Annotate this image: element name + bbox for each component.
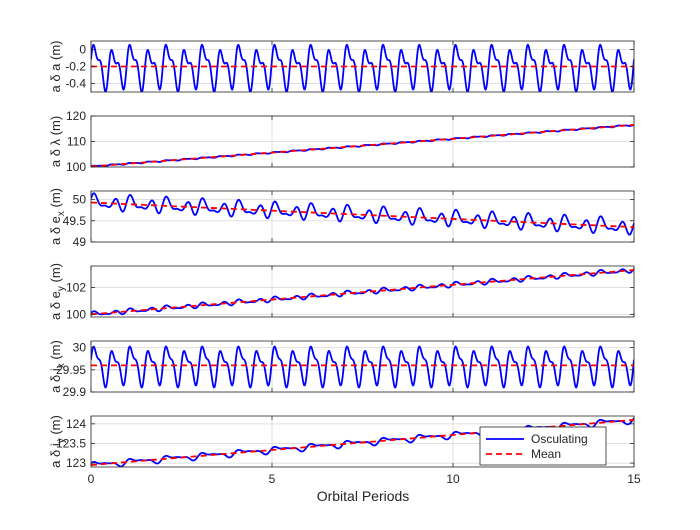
- y-axis-label-unit: (m): [48, 188, 63, 211]
- y-axis-label-a-delta-lambda: a δ λ (m): [48, 116, 63, 167]
- plot-area-a-delta-ex: [91, 191, 634, 242]
- y-axis-label-main: a δ i: [48, 443, 63, 468]
- y-axis-label-a-delta-a: a δ a (m): [48, 40, 63, 92]
- y-tick-label: 49: [73, 235, 87, 249]
- y-axis-label-main: a δ e: [48, 291, 63, 320]
- axes-box-a-delta-ix: [90, 340, 635, 393]
- y-tick-label: 123: [66, 456, 86, 470]
- y-axis-label-main: a δ λ (m): [48, 116, 63, 167]
- y-axis-label-a-delta-ey: a δ ey (m): [48, 263, 67, 320]
- axes-box-a-delta-iy: [90, 415, 635, 468]
- x-tick-label: 15: [627, 472, 641, 486]
- y-axis-label-main: a δ e: [48, 216, 63, 245]
- y-axis-label-unit: (m): [48, 263, 63, 286]
- y-tick-label: 50: [73, 193, 87, 207]
- y-axis-label-a-delta-iy: a δ iy (m): [48, 415, 67, 468]
- legend-label-osculating: Osculating: [531, 432, 588, 446]
- series-mean-a-delta-ey: [91, 269, 634, 316]
- y-tick-label: 29.9: [63, 385, 87, 399]
- y-axis-label-subscript: x: [56, 211, 67, 216]
- axes-box-a-delta-ey: [90, 265, 635, 318]
- x-axis-label: Orbital Periods: [317, 488, 410, 504]
- x-axis: 0 5 10 15: [88, 472, 641, 486]
- y-axis-label-main: a δ a (m): [48, 40, 63, 92]
- y-axis-label-main: a δ i: [48, 368, 63, 393]
- series-mean-a-delta-ex: [91, 201, 634, 229]
- axes-box-a-delta-ex: [90, 190, 635, 243]
- y-axis-label-subscript: y: [56, 438, 67, 443]
- y-tick-label: 120: [66, 109, 86, 123]
- y-tick-label: 124: [66, 417, 86, 431]
- y-axis-label-unit: (m): [48, 340, 63, 363]
- series-mean-a-delta-lambda: [91, 124, 634, 167]
- y-tick-label: 100: [66, 160, 86, 174]
- y-tick-label: 29.95: [56, 363, 86, 377]
- series-osculating-a-delta-ex: [91, 192, 634, 236]
- panel-a-delta-ix: 29.9 29.95 30 a δ ix (m): [48, 340, 635, 399]
- legend-label-mean: Mean: [531, 447, 561, 461]
- legend-box: [479, 426, 607, 466]
- y-tick-label: -0.2: [65, 60, 86, 74]
- panel-a-delta-a: 0 -0.2 -0.4a δ a (m): [48, 40, 635, 93]
- y-tick-label: 110: [67, 135, 86, 149]
- panel-a-delta-ex: 49 49.5 50 a δ ex (m): [48, 188, 635, 249]
- y-tick-label: 123.5: [56, 436, 86, 450]
- y-axis-label-subscript: x: [56, 363, 67, 368]
- y-axis-label-unit: (m): [48, 415, 63, 438]
- y-tick-label: 102: [66, 280, 86, 294]
- x-tick-label: 10: [446, 472, 460, 486]
- series-osculating-a-delta-ey: [91, 268, 634, 316]
- y-axis-label-a-delta-ex: a δ ex (m): [48, 188, 67, 245]
- series-osculating-a-delta-ix: [91, 345, 634, 389]
- x-tick-label: 0: [88, 472, 95, 486]
- y-axis-label-a-delta-ix: a δ ix (m): [48, 340, 67, 393]
- y-axis-label-subscript: y: [56, 286, 67, 291]
- y-tick-label: 49.5: [63, 214, 87, 228]
- y-tick-label: -0.4: [65, 77, 86, 91]
- series-osculating-a-delta-a: [91, 43, 634, 92]
- x-tick-label: 5: [269, 472, 276, 486]
- y-tick-label: 30: [73, 341, 87, 355]
- y-tick-label: 0: [79, 43, 86, 57]
- y-tick-label: 100: [66, 307, 86, 321]
